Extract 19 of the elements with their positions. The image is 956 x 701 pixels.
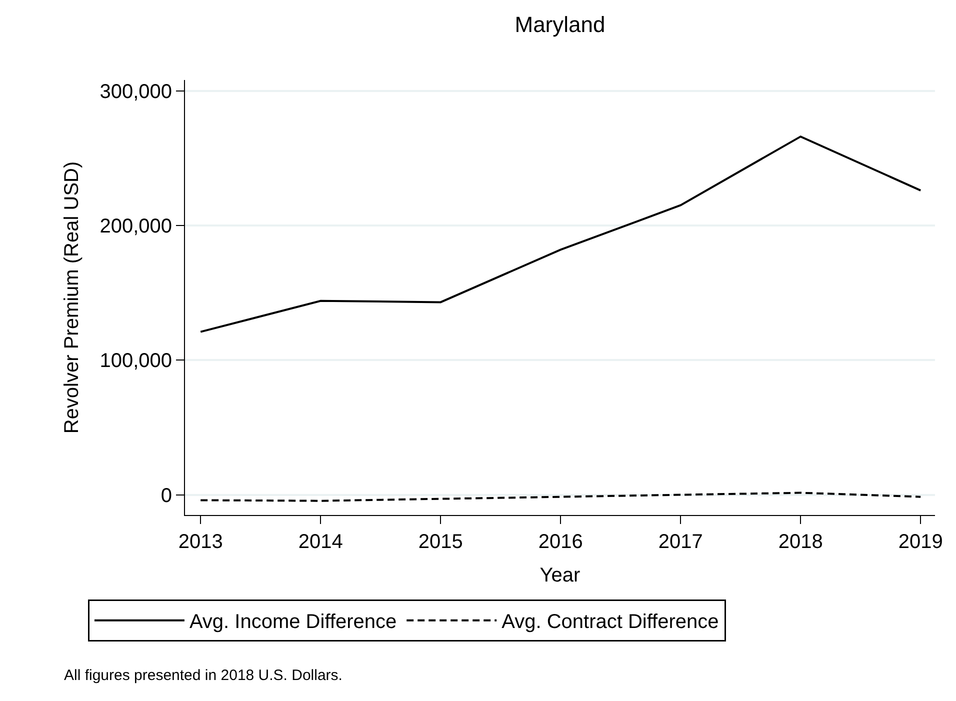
y-axis-title: Revolver Premium (Real USD) — [61, 161, 84, 434]
y-tick-label: 300,000 — [100, 80, 172, 103]
legend-label: Avg. Contract Difference — [502, 611, 719, 634]
x-tick-label: 2016 — [538, 531, 583, 553]
x-tick-label: 2019 — [898, 531, 943, 553]
line-series — [200, 136, 922, 333]
line-series — [200, 492, 922, 502]
x-tick-label: 2013 — [178, 531, 223, 553]
legend-label: Avg. Income Difference — [189, 611, 397, 634]
y-tick-label: 0 — [160, 484, 172, 507]
y-tick-label: 200,000 — [100, 215, 172, 238]
chart-title: Maryland — [514, 12, 606, 38]
text: All figures presented in 2018 U.S. Dollars. — [64, 667, 342, 684]
x-tick-label: 2014 — [298, 531, 343, 553]
x-tick-label: 2015 — [418, 531, 463, 553]
y-tick-label: 100,000 — [100, 350, 172, 372]
x-axis-title: Year — [540, 564, 581, 586]
x-tick-label: 2018 — [778, 531, 823, 553]
x-tick-label: 2017 — [658, 531, 703, 553]
